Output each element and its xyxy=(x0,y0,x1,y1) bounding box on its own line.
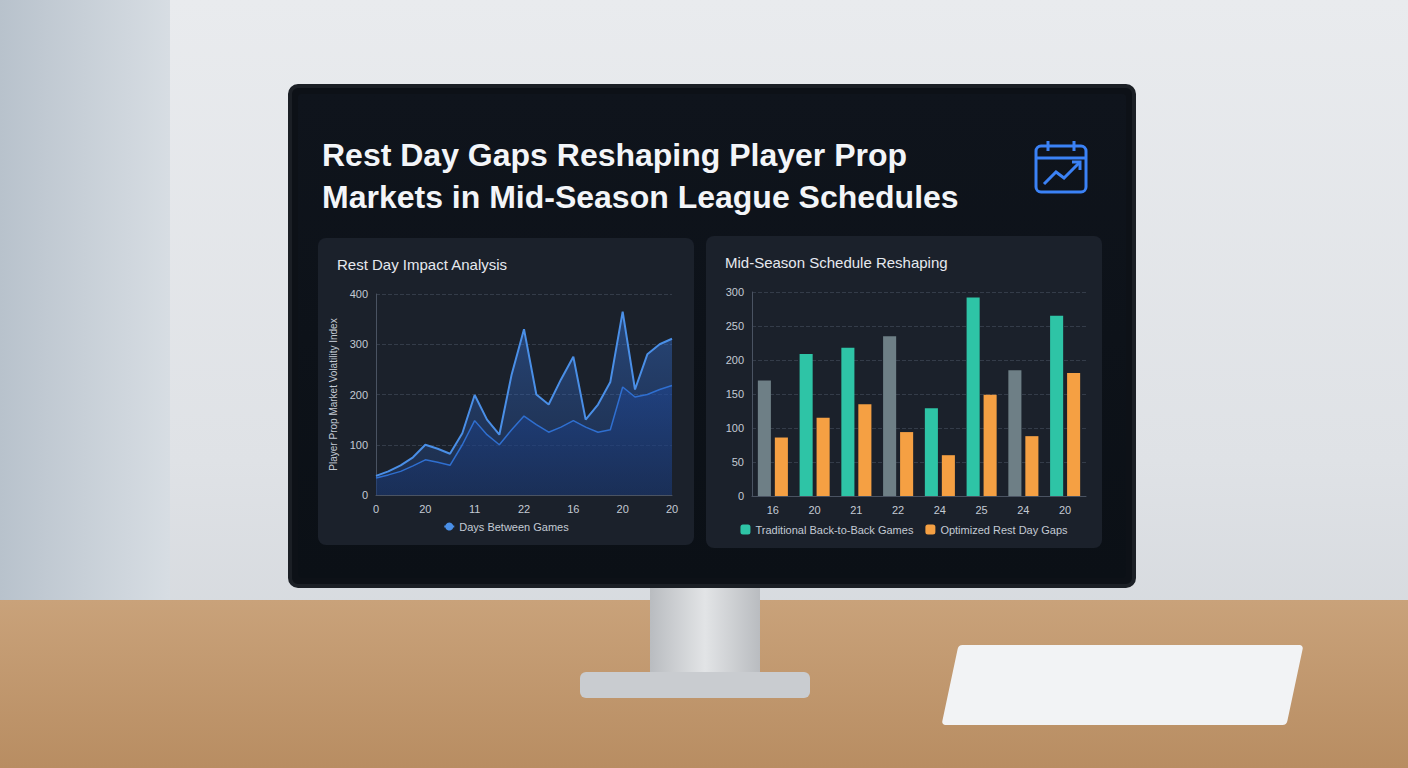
svg-text:100: 100 xyxy=(726,422,744,434)
svg-text:20: 20 xyxy=(1059,504,1071,516)
svg-text:400: 400 xyxy=(350,288,368,300)
svg-text:16: 16 xyxy=(567,503,579,515)
svg-text:24: 24 xyxy=(934,504,946,516)
svg-text:20: 20 xyxy=(666,503,678,515)
svg-text:250: 250 xyxy=(726,320,744,332)
svg-text:20: 20 xyxy=(617,503,629,515)
svg-text:0: 0 xyxy=(373,503,379,515)
svg-text:20: 20 xyxy=(809,504,821,516)
svg-text:Days Between Games: Days Between Games xyxy=(459,521,569,533)
svg-text:24: 24 xyxy=(1017,504,1029,516)
html-text:Rest Day Gaps Reshaping Player: Rest Day Gaps Reshaping Player Prop Mark… xyxy=(322,137,959,215)
svg-text:150: 150 xyxy=(726,388,744,400)
svg-text:21: 21 xyxy=(850,504,862,516)
svg-text:16: 16 xyxy=(767,504,779,516)
svg-text:50: 50 xyxy=(732,456,744,468)
svg-text:20: 20 xyxy=(419,503,431,515)
svg-text:0: 0 xyxy=(738,490,744,502)
svg-text:11: 11 xyxy=(469,503,480,515)
svg-text:100: 100 xyxy=(350,439,368,451)
svg-text:200: 200 xyxy=(350,389,368,401)
svg-text:25: 25 xyxy=(976,504,988,516)
svg-text:Rest Day Impact Analysis: Rest Day Impact Analysis xyxy=(337,256,507,273)
svg-text:Traditional Back-to-Back Games: Traditional Back-to-Back Games xyxy=(755,524,913,536)
svg-text:200: 200 xyxy=(726,354,744,366)
svg-text:300: 300 xyxy=(350,338,368,350)
svg-text:Mid-Season Schedule Reshaping: Mid-Season Schedule Reshaping xyxy=(725,254,948,271)
svg-text:Player Prop Market Volatility: Player Prop Market Volatility Index xyxy=(328,318,339,470)
svg-text:Optimized Rest Day Gaps: Optimized Rest Day Gaps xyxy=(940,524,1068,536)
svg-text:0: 0 xyxy=(362,489,368,501)
svg-text:22: 22 xyxy=(892,504,904,516)
svg-text:22: 22 xyxy=(518,503,530,515)
svg-text:300: 300 xyxy=(726,286,744,298)
